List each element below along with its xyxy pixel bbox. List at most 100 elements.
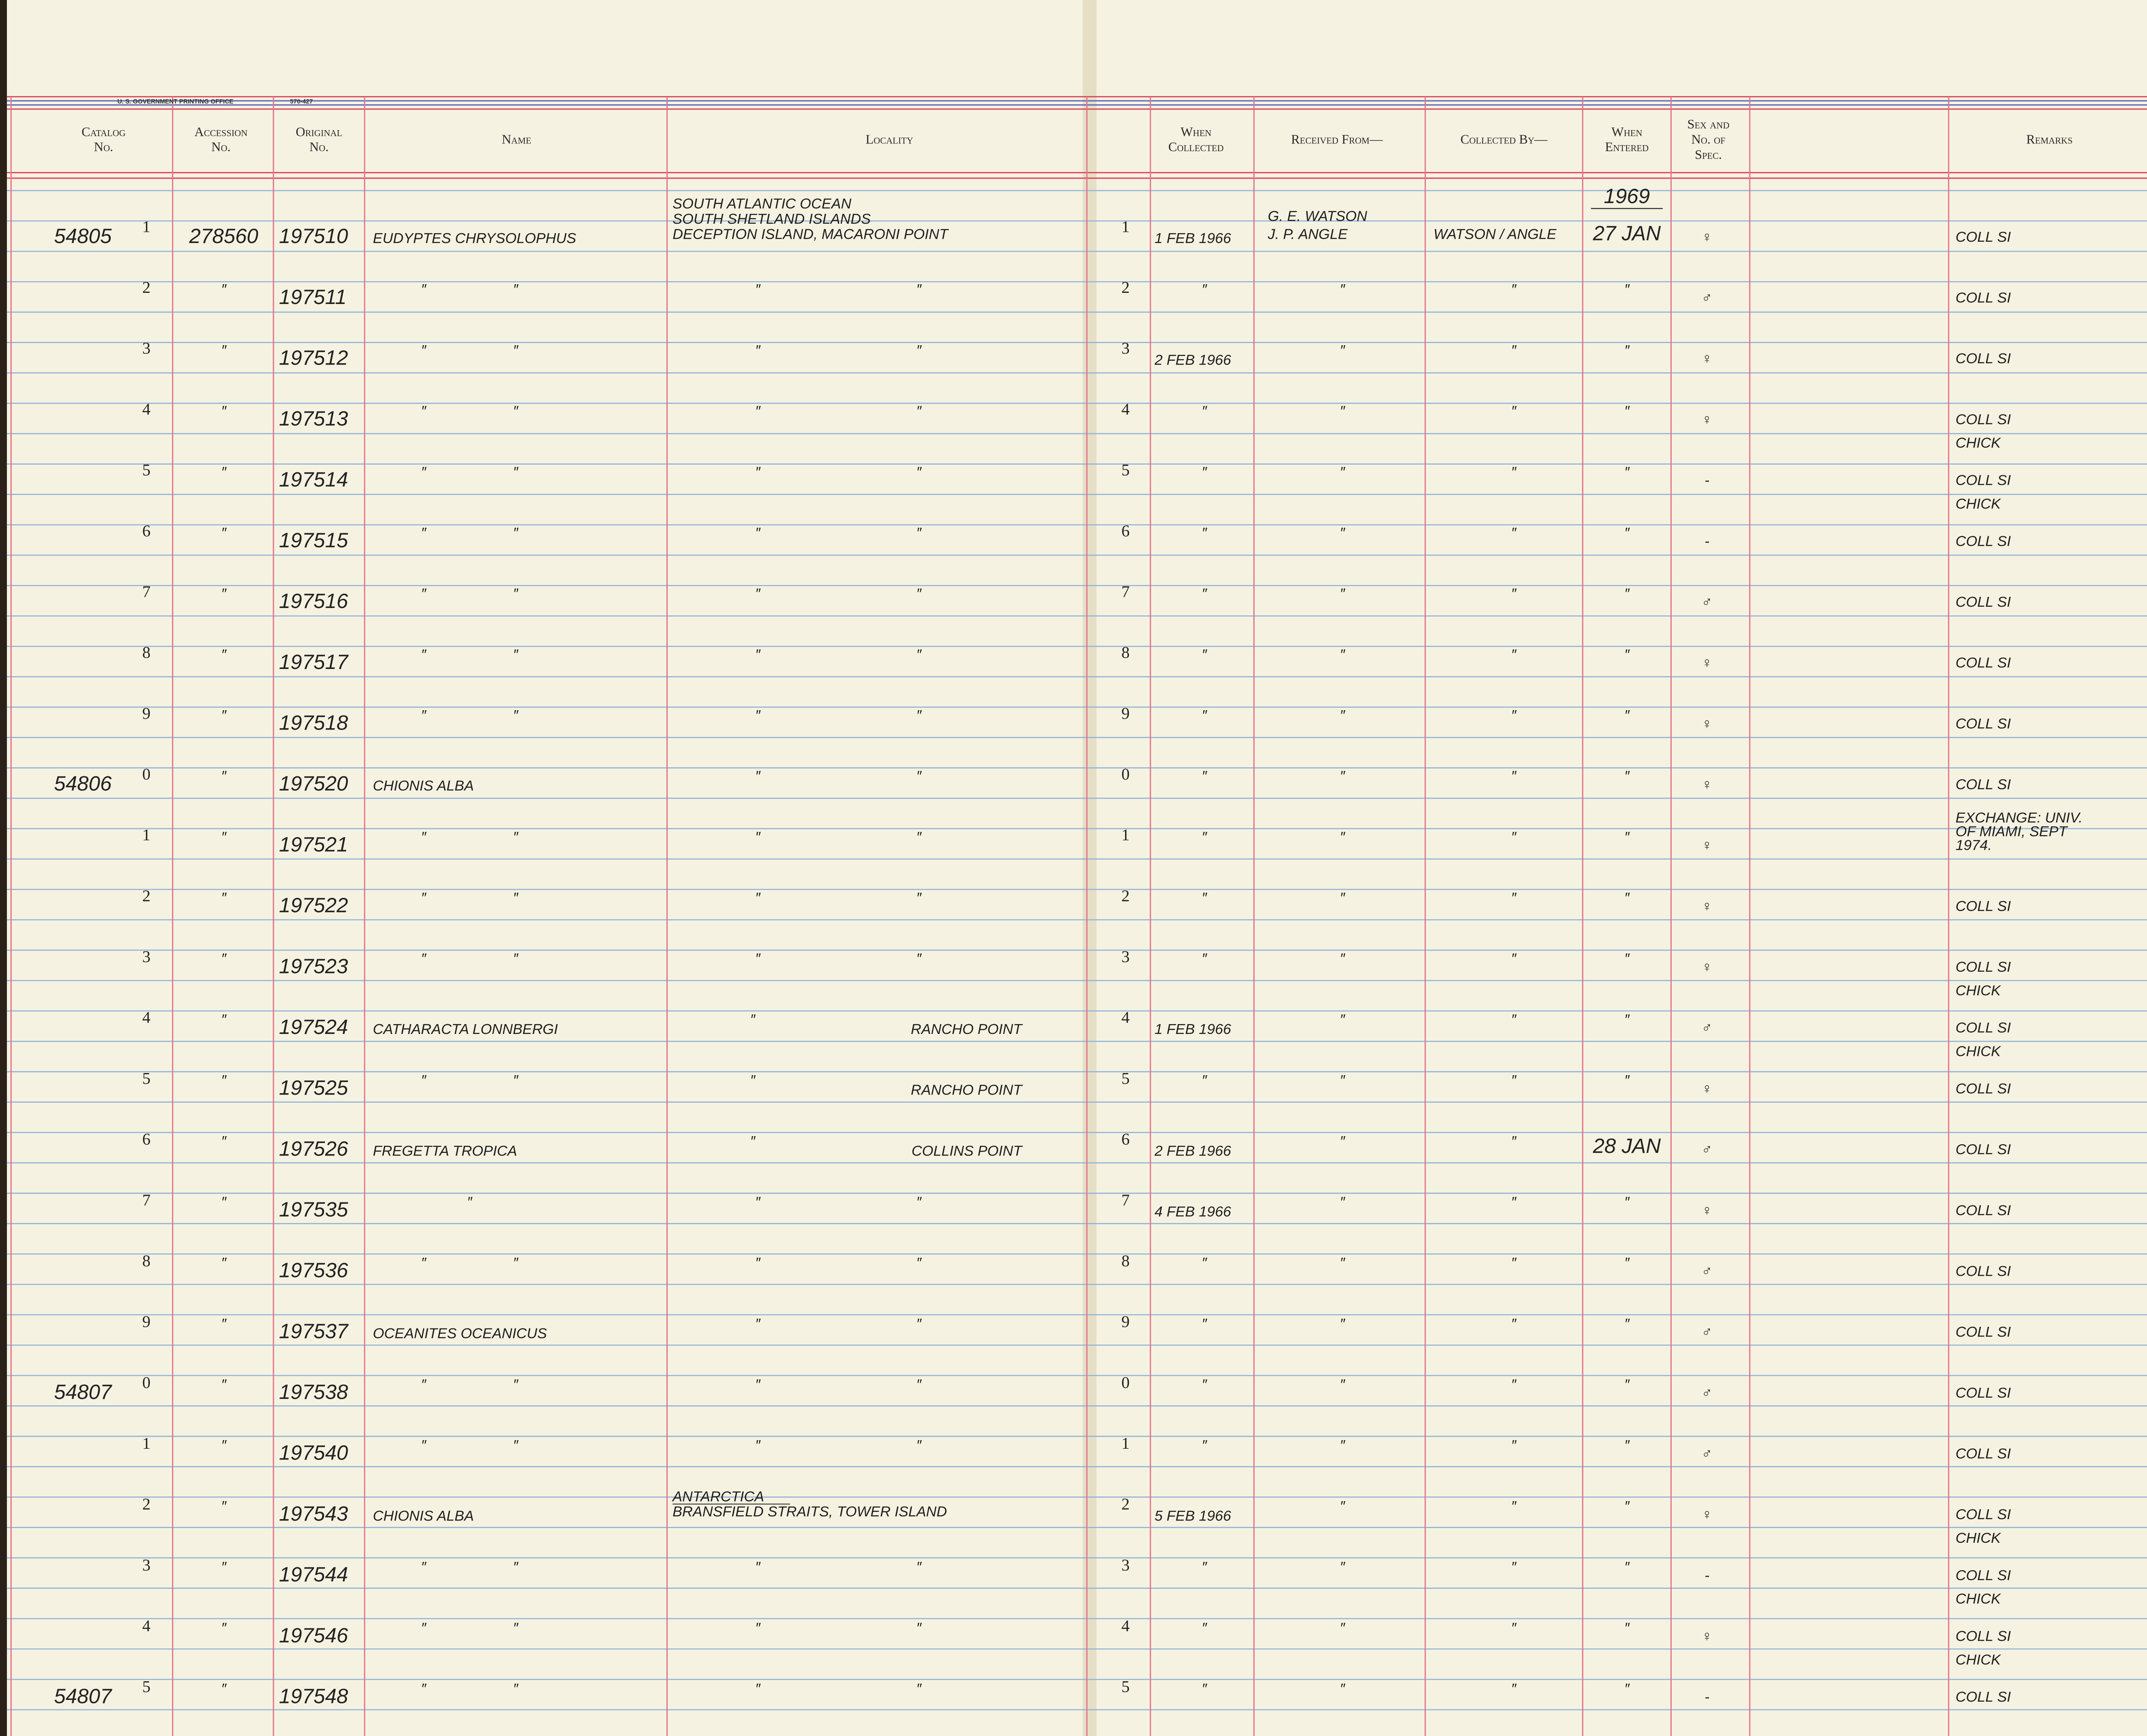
sex: - bbox=[1705, 1689, 1709, 1705]
loc: ″ ″ bbox=[755, 951, 922, 967]
orig: 197525 bbox=[279, 1076, 348, 1100]
d2: 9 bbox=[1122, 705, 1130, 723]
acc: ″ bbox=[221, 1559, 227, 1575]
rec: ″ bbox=[1340, 1681, 1345, 1697]
rem: COLL SI bbox=[1955, 1202, 2011, 1219]
orig: 197526 bbox=[279, 1137, 348, 1160]
acc: ″ bbox=[221, 281, 227, 298]
loc: ″ ″ bbox=[755, 1316, 922, 1332]
d2: 3 bbox=[1122, 340, 1130, 358]
loc: ″ ″ bbox=[755, 1559, 922, 1575]
name: ″ ″ bbox=[421, 342, 518, 359]
loc: ″ ″ bbox=[755, 403, 922, 420]
d: 4 bbox=[142, 1617, 150, 1635]
rem: COLL SI bbox=[1955, 229, 2011, 245]
d: 5 bbox=[142, 461, 150, 479]
rem: CHICK bbox=[1955, 982, 2001, 999]
ent: 28 JAN bbox=[1593, 1134, 1661, 1158]
loc: ″ ″ bbox=[755, 1194, 922, 1210]
name: ″ ″ bbox=[421, 707, 518, 724]
acc: ″ bbox=[221, 1681, 227, 1697]
acc: ″ bbox=[221, 1072, 227, 1088]
rec: ″ bbox=[1340, 646, 1345, 663]
orig: 197523 bbox=[279, 955, 348, 978]
d: 3 bbox=[142, 1556, 150, 1574]
rec: ″ bbox=[1340, 1437, 1345, 1453]
rec: J. P. ANGLE bbox=[1267, 226, 1347, 242]
col: ″ bbox=[1202, 1437, 1207, 1453]
loc: ″ ″ bbox=[755, 525, 922, 541]
column-header: Collected By— bbox=[1460, 132, 1548, 147]
acc: ″ bbox=[221, 1011, 227, 1028]
d2: 9 bbox=[1122, 1313, 1130, 1331]
by: ″ bbox=[1511, 1620, 1517, 1636]
rem: COLL SI bbox=[1955, 1324, 2011, 1340]
column-header: No. of bbox=[1691, 132, 1725, 147]
rec: ″ bbox=[1340, 281, 1345, 298]
d: 3 bbox=[142, 340, 150, 358]
loc: ″ ″ bbox=[755, 829, 922, 845]
orig: 197524 bbox=[279, 1015, 348, 1039]
sex: ♀ bbox=[1702, 898, 1712, 914]
by: ″ bbox=[1511, 464, 1517, 480]
orig: 197515 bbox=[279, 529, 348, 552]
rec: ″ bbox=[1340, 1133, 1345, 1149]
loc: ″ ″ bbox=[755, 464, 922, 480]
sex: ♀ bbox=[1702, 1202, 1712, 1219]
rec: ″ bbox=[1340, 1377, 1345, 1393]
orig: 197514 bbox=[279, 468, 348, 491]
orig: 197546 bbox=[279, 1624, 348, 1647]
orig: 197544 bbox=[279, 1563, 348, 1586]
acc: ″ bbox=[221, 464, 227, 480]
column-header: Sex and bbox=[1687, 117, 1729, 131]
col: 2 FEB 1966 bbox=[1154, 1143, 1232, 1159]
rec: ″ bbox=[1340, 829, 1345, 845]
acc: ″ bbox=[221, 646, 227, 663]
col: ″ bbox=[1202, 403, 1207, 420]
name: ″ ″ bbox=[421, 1620, 518, 1636]
orig: 197538 bbox=[279, 1380, 348, 1404]
rem: CHICK bbox=[1955, 1043, 2001, 1060]
by: ″ bbox=[1511, 707, 1517, 724]
d2: 5 bbox=[1122, 1070, 1130, 1088]
ent: ″ bbox=[1624, 890, 1630, 906]
col: ″ bbox=[1202, 646, 1207, 663]
d: 1 bbox=[142, 826, 150, 844]
acc: ″ bbox=[221, 1255, 227, 1271]
rem: CHICK bbox=[1955, 1530, 2001, 1546]
col: ″ bbox=[1202, 768, 1207, 784]
d2: 3 bbox=[1122, 948, 1130, 966]
d: 5 bbox=[142, 1070, 150, 1088]
rem: COLL SI bbox=[1955, 1141, 2011, 1158]
by: ″ bbox=[1511, 403, 1517, 420]
ent: 1969 bbox=[1604, 185, 1650, 208]
d: 7 bbox=[142, 1191, 150, 1209]
column-header: No. bbox=[310, 140, 329, 154]
name: ″ ″ bbox=[421, 586, 518, 602]
rem: CHICK bbox=[1955, 496, 2001, 512]
name: ″ ″ bbox=[421, 951, 518, 967]
d2: 2 bbox=[1122, 1496, 1130, 1514]
rem: COLL SI bbox=[1955, 1020, 2011, 1036]
name: ″ ″ bbox=[421, 1377, 518, 1393]
name: ″ ″ bbox=[421, 403, 518, 420]
col: ″ bbox=[1202, 1255, 1207, 1271]
by: WATSON / ANGLE bbox=[1433, 226, 1557, 242]
acc: ″ bbox=[221, 1437, 227, 1453]
sex: - bbox=[1705, 533, 1709, 549]
loc: ″ bbox=[750, 1133, 756, 1149]
name: ″ bbox=[467, 1194, 473, 1210]
rem: COLL SI bbox=[1955, 472, 2011, 489]
acc: ″ bbox=[221, 1133, 227, 1149]
loc: ″ bbox=[750, 1072, 756, 1088]
loc: ″ ″ bbox=[755, 890, 922, 906]
d2: 4 bbox=[1122, 1009, 1130, 1027]
rem: COLL SI bbox=[1955, 1385, 2011, 1401]
by: ″ bbox=[1511, 1559, 1517, 1575]
d: 7 bbox=[142, 583, 150, 601]
d: 5 bbox=[142, 1678, 150, 1696]
d2: 7 bbox=[1122, 1191, 1130, 1209]
by: ″ bbox=[1511, 342, 1517, 359]
sex: ♀ bbox=[1702, 837, 1712, 854]
name: CHIONIS ALBA bbox=[373, 1508, 474, 1524]
